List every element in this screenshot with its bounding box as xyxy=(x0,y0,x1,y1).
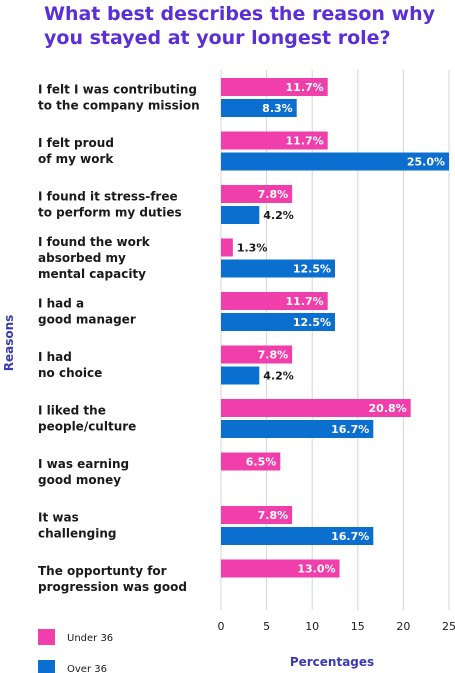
category-label: It was challenging xyxy=(38,511,117,541)
bar-under-36 xyxy=(221,399,411,417)
bar-under-36 xyxy=(221,559,340,578)
x-tick-label: 25 xyxy=(442,620,455,633)
bar-under-36 xyxy=(221,292,328,310)
data-label: 6.5% xyxy=(246,456,277,469)
bar-under-36 xyxy=(221,506,293,524)
bar-over-36 xyxy=(221,259,335,278)
data-label: 11.7% xyxy=(286,81,324,94)
chart-title: What best describes the reason why you s… xyxy=(44,3,436,49)
bar-over-36 xyxy=(221,99,297,117)
category-label: I felt proud of my work xyxy=(38,136,114,166)
data-label: 4.2% xyxy=(263,209,294,222)
legend-label: Under 36 xyxy=(67,633,113,644)
data-label: 8.3% xyxy=(262,102,293,115)
data-label: 11.7% xyxy=(286,295,324,308)
category-label: I found it stress-free to perform my duti… xyxy=(38,190,182,220)
x-tick-label: 20 xyxy=(396,620,410,633)
legend-swatch xyxy=(38,629,55,645)
x-tick-label: 5 xyxy=(263,620,270,633)
bar-under-36 xyxy=(221,238,233,257)
data-label: 12.5% xyxy=(293,316,331,329)
legend-swatch xyxy=(38,660,55,673)
bar-under-36 xyxy=(221,78,328,96)
category-label: I had a good manager xyxy=(38,297,136,327)
bar-under-36 xyxy=(221,131,328,150)
y-axis-title: Reasons xyxy=(2,315,16,372)
legend-label: Over 36 xyxy=(67,664,107,673)
bar-over-36 xyxy=(221,420,374,438)
category-label: I found the work absorbed my mental capaci… xyxy=(38,235,151,281)
data-label: 12.5% xyxy=(293,263,331,276)
data-label: 25.0% xyxy=(407,156,445,169)
data-label: 16.7% xyxy=(331,530,369,543)
bar-under-36 xyxy=(221,345,293,364)
category-label: The opportunty for progression was good xyxy=(38,564,187,594)
data-label: 16.7% xyxy=(331,423,369,436)
data-label: 7.8% xyxy=(258,188,289,201)
data-label: 11.7% xyxy=(286,135,324,148)
data-label: 7.8% xyxy=(258,509,289,522)
data-label: 1.3% xyxy=(237,242,268,255)
x-tick-label: 15 xyxy=(351,620,365,633)
bar-over-36 xyxy=(221,152,449,171)
data-label: 7.8% xyxy=(258,349,289,362)
x-axis-title: Percentages xyxy=(290,655,374,669)
category-label: I had no choice xyxy=(38,350,102,380)
bar-under-36 xyxy=(221,452,281,471)
category-label: I felt I was contributing to the company … xyxy=(38,83,200,113)
x-tick-label: 10 xyxy=(305,620,319,633)
bar-over-36 xyxy=(221,206,260,224)
x-tick-label: 0 xyxy=(218,620,225,633)
data-label: 13.0% xyxy=(297,563,335,576)
category-label: I was earning good money xyxy=(38,457,129,487)
bar-over-36 xyxy=(221,527,374,545)
data-label: 4.2% xyxy=(263,370,294,383)
category-label: I liked the people/culture xyxy=(38,404,136,434)
bar-over-36 xyxy=(221,313,335,331)
data-label: 20.8% xyxy=(369,402,407,415)
bar-over-36 xyxy=(221,366,260,385)
bar-under-36 xyxy=(221,185,293,203)
